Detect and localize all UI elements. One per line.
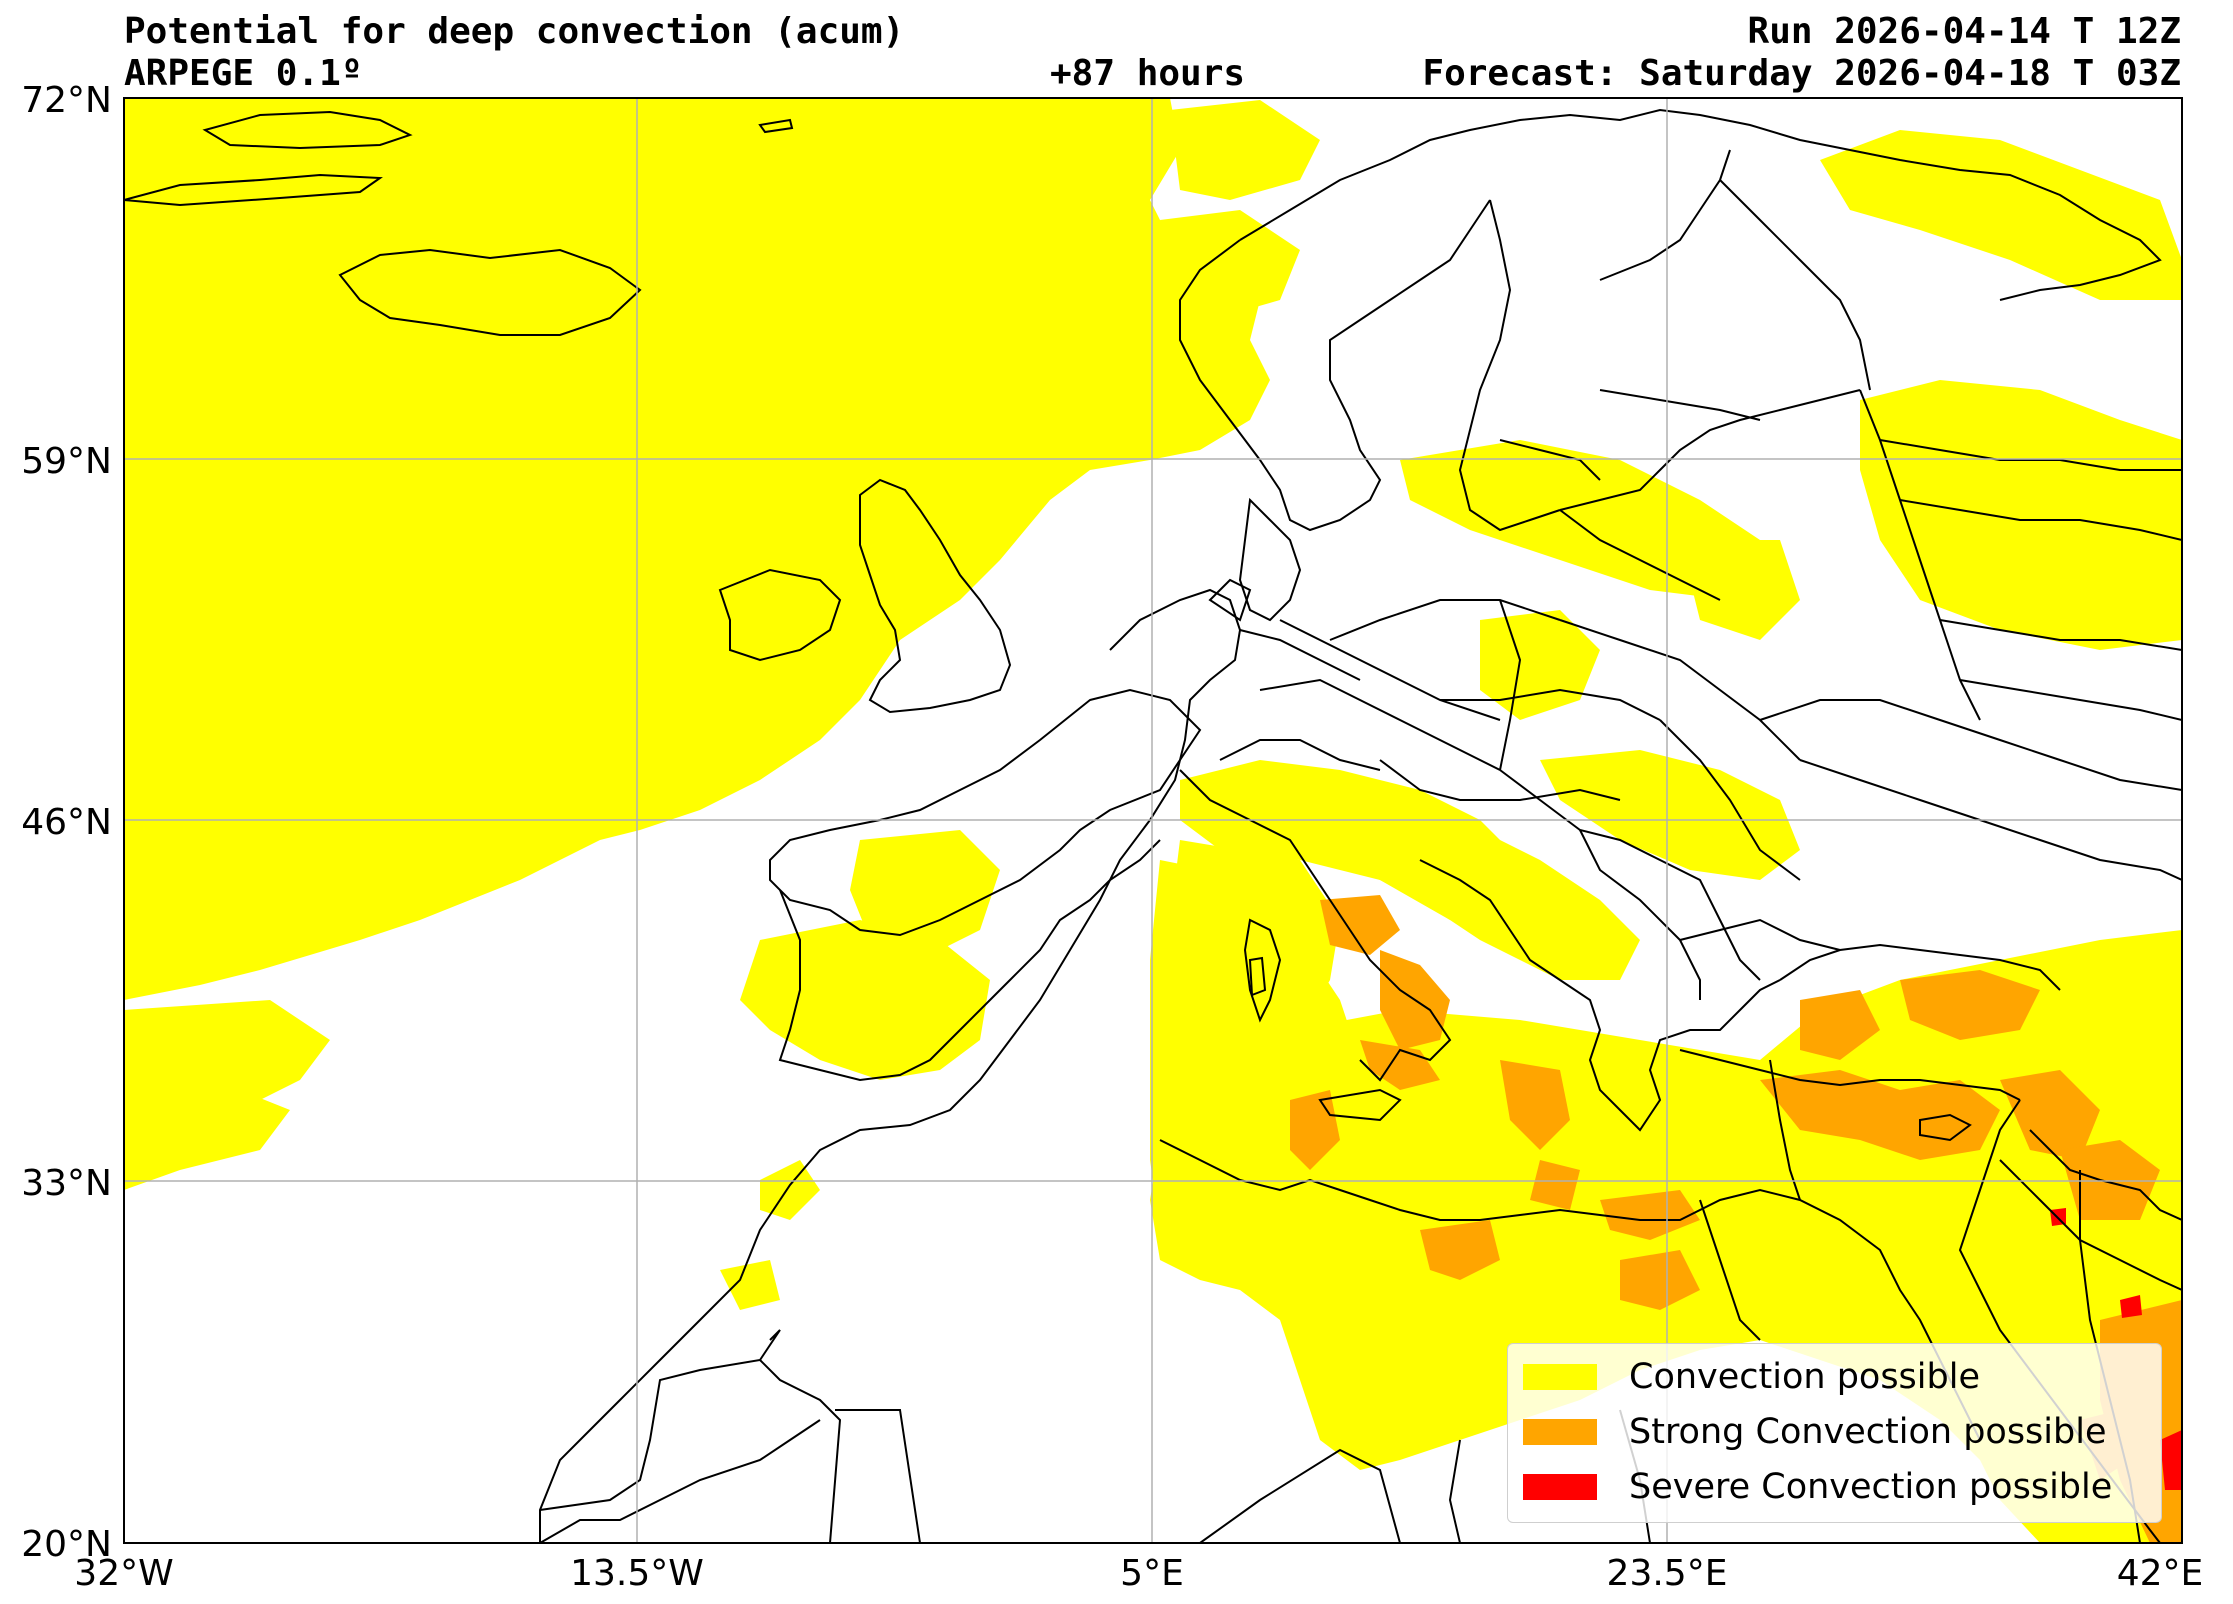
lat-tick-label: 72°N xyxy=(21,80,112,121)
borders xyxy=(759,179,2182,1543)
lat-tick-labels: 72°N 59°N 46°N 33°N 20°N xyxy=(21,80,112,1565)
lon-tick-label: 23.5°E xyxy=(1607,1553,1728,1594)
map-frame xyxy=(123,97,2183,1544)
legend-label: Severe Convection possible xyxy=(1629,1467,2113,1507)
map-area xyxy=(124,98,2182,1543)
legend-label: Strong Convection possible xyxy=(1629,1412,2107,1452)
legend: Convection possible Strong Convection po… xyxy=(1507,1343,2162,1523)
legend-label: Convection possible xyxy=(1629,1357,1980,1397)
lon-tick-label: 32°W xyxy=(74,1553,173,1594)
legend-swatch-severe xyxy=(1523,1474,1597,1500)
lon-tick-label: 13.5°W xyxy=(570,1553,704,1594)
legend-swatch-convection xyxy=(1523,1364,1597,1390)
lat-tick-label: 20°N xyxy=(21,1524,112,1565)
lead-time-label: +87 hours xyxy=(1050,53,1246,94)
model-label: ARPEGE 0.1º xyxy=(124,53,363,94)
run-label: Run 2026-04-14 T 12Z xyxy=(1747,11,2181,52)
lon-tick-label: 5°E xyxy=(1120,1553,1184,1594)
legend-item-severe-convection: Severe Convection possible xyxy=(1523,1467,2112,1507)
gridlines xyxy=(124,98,2182,1543)
convection-field xyxy=(124,98,2182,1543)
lat-tick-label: 46°N xyxy=(21,802,112,843)
legend-item-convection: Convection possible xyxy=(1523,1357,1980,1397)
map-title: Potential for deep convection (acum) xyxy=(124,11,905,52)
coastlines xyxy=(124,108,2182,1543)
forecast-label: Forecast: Saturday 2026-04-18 T 03Z xyxy=(1422,53,2181,94)
lon-tick-label: 42°E xyxy=(2117,1553,2204,1594)
lon-tick-labels: 32°W 13.5°W 5°E 23.5°E 42°E xyxy=(74,1553,2203,1594)
lat-tick-label: 59°N xyxy=(21,441,112,482)
legend-swatch-strong xyxy=(1523,1419,1597,1445)
lat-tick-label: 33°N xyxy=(21,1163,112,1204)
legend-item-strong-convection: Strong Convection possible xyxy=(1523,1412,2107,1452)
